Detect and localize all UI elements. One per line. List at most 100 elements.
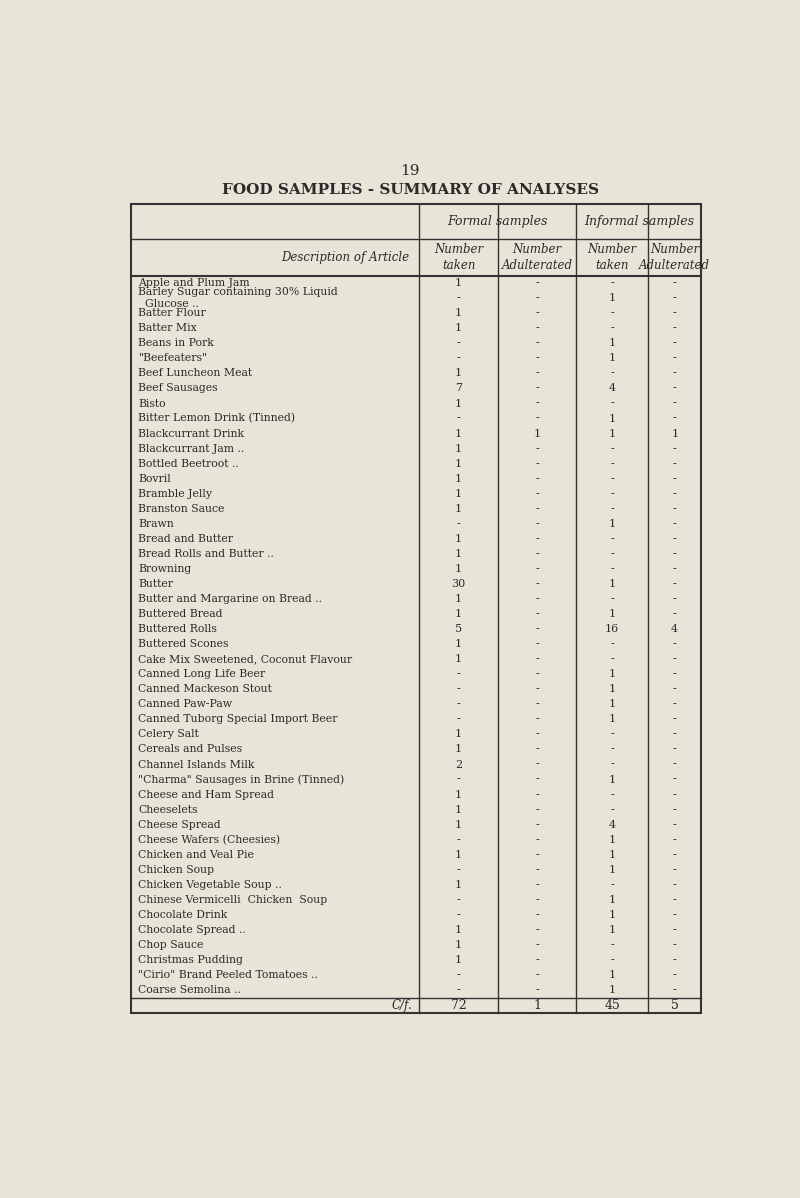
Text: 1: 1 — [455, 278, 462, 289]
Text: -: - — [457, 294, 461, 303]
Text: Number
Adulterated: Number Adulterated — [502, 243, 573, 272]
Text: Barley Sugar containing 30% Liquid
  Glucose ..: Barley Sugar containing 30% Liquid Gluco… — [138, 288, 338, 309]
Text: 1: 1 — [671, 429, 678, 438]
Text: Cheeselets: Cheeselets — [138, 805, 198, 815]
Text: Butter and Margarine on Bread ..: Butter and Margarine on Bread .. — [138, 594, 322, 604]
Text: Canned Tuborg Special Import Beer: Canned Tuborg Special Import Beer — [138, 714, 338, 725]
Text: -: - — [673, 819, 677, 830]
Text: -: - — [535, 353, 539, 363]
Text: 1: 1 — [609, 865, 616, 875]
Text: -: - — [535, 549, 539, 559]
Text: -: - — [535, 564, 539, 574]
Text: Canned Paw-Paw: Canned Paw-Paw — [138, 700, 233, 709]
Text: Bitter Lemon Drink (Tinned): Bitter Lemon Drink (Tinned) — [138, 413, 295, 424]
Text: -: - — [535, 534, 539, 544]
Text: -: - — [535, 323, 539, 333]
Text: -: - — [535, 579, 539, 589]
Text: -: - — [673, 443, 677, 454]
Text: 7: 7 — [455, 383, 462, 393]
Text: -: - — [610, 399, 614, 409]
Text: -: - — [535, 940, 539, 950]
Text: Description of Article: Description of Article — [282, 250, 410, 264]
Text: -: - — [457, 519, 461, 528]
Text: 1: 1 — [455, 925, 462, 934]
Text: -: - — [535, 730, 539, 739]
Text: -: - — [610, 760, 614, 769]
Text: 1: 1 — [609, 338, 616, 349]
Text: 1: 1 — [455, 940, 462, 950]
Text: Informal samples: Informal samples — [584, 214, 694, 228]
Text: -: - — [673, 714, 677, 725]
Text: Cake Mix Sweetened, Coconut Flavour: Cake Mix Sweetened, Coconut Flavour — [138, 654, 353, 664]
Text: 1: 1 — [455, 849, 462, 860]
Text: Buttered Scones: Buttered Scones — [138, 640, 229, 649]
Text: -: - — [457, 895, 461, 904]
Text: -: - — [673, 489, 677, 498]
Text: -: - — [673, 473, 677, 484]
Text: -: - — [610, 940, 614, 950]
Text: -: - — [673, 459, 677, 468]
Text: Bottled Beetroot ..: Bottled Beetroot .. — [138, 459, 239, 468]
Text: -: - — [535, 970, 539, 980]
Text: -: - — [535, 760, 539, 769]
Text: Browning: Browning — [138, 564, 192, 574]
Text: -: - — [673, 955, 677, 966]
Text: -: - — [673, 534, 677, 544]
Text: -: - — [535, 278, 539, 289]
Text: 72: 72 — [450, 999, 466, 1011]
Text: Bread and Butter: Bread and Butter — [138, 534, 234, 544]
Text: Christmas Pudding: Christmas Pudding — [138, 955, 243, 966]
Text: -: - — [673, 760, 677, 769]
Text: 1: 1 — [609, 895, 616, 904]
Text: 5: 5 — [671, 999, 678, 1011]
Text: 1: 1 — [609, 519, 616, 528]
Text: -: - — [535, 955, 539, 966]
Text: -: - — [610, 879, 614, 890]
Text: Buttered Bread: Buttered Bread — [138, 609, 223, 619]
Text: -: - — [610, 730, 614, 739]
Text: 1: 1 — [609, 849, 616, 860]
Text: -: - — [535, 789, 539, 799]
Text: -: - — [457, 670, 461, 679]
Text: 1: 1 — [455, 805, 462, 815]
Text: -: - — [673, 789, 677, 799]
Text: -: - — [535, 383, 539, 393]
Text: -: - — [673, 985, 677, 996]
Text: -: - — [535, 489, 539, 498]
Text: -: - — [673, 684, 677, 695]
Text: Canned Long Life Beer: Canned Long Life Beer — [138, 670, 266, 679]
Text: -: - — [535, 308, 539, 319]
Text: 4: 4 — [609, 383, 616, 393]
Text: -: - — [673, 413, 677, 424]
Text: -: - — [457, 338, 461, 349]
Text: -: - — [673, 730, 677, 739]
Text: -: - — [457, 910, 461, 920]
Text: 1: 1 — [455, 549, 462, 559]
Text: -: - — [610, 459, 614, 468]
Text: 1: 1 — [455, 609, 462, 619]
Text: -: - — [610, 789, 614, 799]
Text: -: - — [673, 323, 677, 333]
Text: -: - — [610, 323, 614, 333]
Text: -: - — [610, 369, 614, 379]
Text: 1: 1 — [609, 294, 616, 303]
Text: -: - — [673, 775, 677, 785]
Text: 1: 1 — [455, 955, 462, 966]
Text: Chinese Vermicelli  Chicken  Soup: Chinese Vermicelli Chicken Soup — [138, 895, 328, 904]
Text: 1: 1 — [609, 970, 616, 980]
Text: -: - — [673, 940, 677, 950]
Text: 1: 1 — [455, 819, 462, 830]
Text: -: - — [535, 294, 539, 303]
Text: Beans in Pork: Beans in Pork — [138, 338, 214, 349]
Text: "Charma" Sausages in Brine (Tinned): "Charma" Sausages in Brine (Tinned) — [138, 774, 345, 785]
Text: -: - — [535, 519, 539, 528]
Text: -: - — [535, 399, 539, 409]
Text: -: - — [673, 519, 677, 528]
Text: 1: 1 — [609, 714, 616, 725]
Text: -: - — [535, 504, 539, 514]
Text: -: - — [535, 714, 539, 725]
Text: Buttered Rolls: Buttered Rolls — [138, 624, 218, 634]
Text: -: - — [610, 564, 614, 574]
Text: 4: 4 — [671, 624, 678, 634]
Text: 1: 1 — [455, 730, 462, 739]
